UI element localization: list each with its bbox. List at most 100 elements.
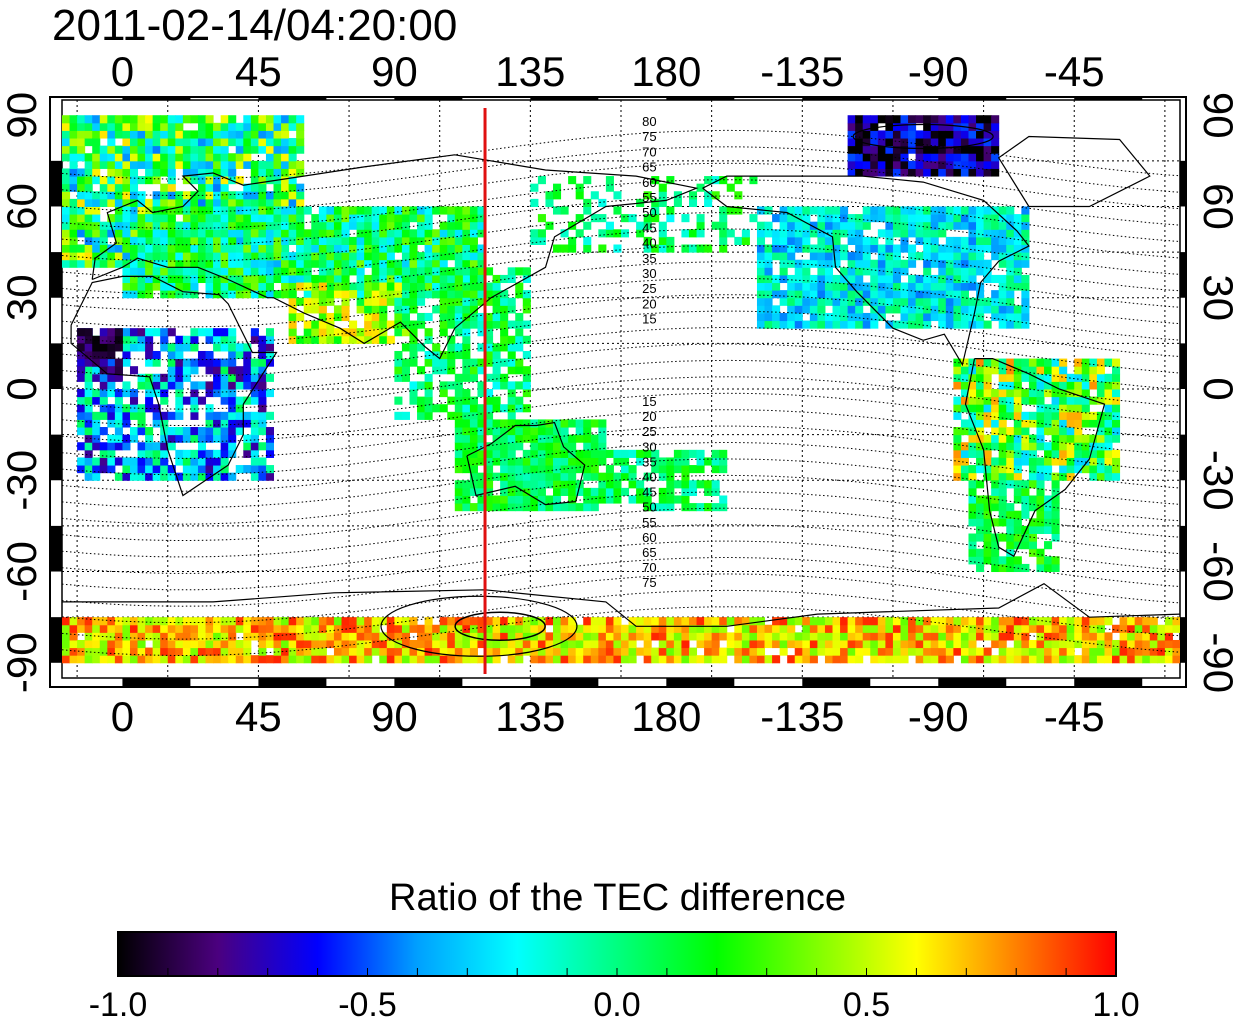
tec-cell <box>817 632 826 641</box>
tec-cell <box>175 373 184 382</box>
tec-cell <box>530 503 539 512</box>
tec-cell <box>349 328 358 337</box>
tec-cell <box>794 305 803 314</box>
tec-cell <box>379 297 388 306</box>
tec-cell <box>69 130 78 139</box>
tec-cell <box>983 396 992 405</box>
tec-cell <box>794 617 803 626</box>
tec-cell <box>976 115 985 124</box>
tec-cell <box>273 130 282 139</box>
tec-cell <box>160 639 169 649</box>
tec-cell <box>62 214 71 223</box>
tec-cell <box>1021 229 1030 238</box>
tec-cell <box>1134 639 1143 649</box>
tec-cell <box>273 647 282 656</box>
tec-cell <box>991 457 1000 466</box>
tec-cell <box>1089 617 1098 626</box>
tec-cell <box>968 138 977 147</box>
tec-cell <box>953 138 962 147</box>
tec-cell <box>500 465 509 474</box>
tec-cell <box>205 198 214 207</box>
tec-cell <box>258 457 267 466</box>
tec-cell <box>62 624 71 633</box>
tec-cell <box>167 153 176 162</box>
tec-cell <box>213 624 222 633</box>
tec-cell <box>243 229 252 238</box>
tec-cell <box>409 389 418 398</box>
tec-cell <box>983 115 992 124</box>
tec-cell <box>129 138 139 147</box>
tec-cell <box>401 221 410 230</box>
tec-cell <box>137 282 146 291</box>
tec-cell <box>122 138 131 147</box>
tec-cell <box>553 427 562 436</box>
tec-cell <box>417 624 426 633</box>
tec-cell <box>401 274 410 284</box>
tec-cell <box>99 632 108 641</box>
tec-cell <box>243 198 252 207</box>
tec-cell <box>938 206 947 215</box>
tec-cell <box>477 639 486 649</box>
tec-cell <box>870 617 879 626</box>
tec-cell <box>243 236 252 245</box>
tec-cell <box>182 214 191 223</box>
tec-cell <box>953 312 962 322</box>
contour-label: 15 <box>642 394 656 409</box>
tec-cell <box>734 176 743 185</box>
tec-cell <box>515 632 524 641</box>
tec-cell <box>197 198 207 207</box>
tec-cell <box>228 130 237 139</box>
tec-cell <box>515 366 524 375</box>
tec-cell <box>1006 411 1015 420</box>
tec-cell <box>250 366 259 375</box>
tec-cell <box>741 655 750 664</box>
tec-cell <box>976 297 985 306</box>
tec-cell <box>62 244 71 253</box>
tec-cell <box>394 411 403 420</box>
tec-cell <box>326 312 335 322</box>
tec-cell <box>1059 389 1068 398</box>
tec-cell <box>568 617 577 626</box>
tec-cell <box>326 267 335 276</box>
tec-cell <box>462 427 471 436</box>
tec-cell <box>228 381 237 390</box>
tec-cell <box>553 183 562 192</box>
tec-cell <box>1013 236 1022 245</box>
tec-cell <box>477 404 486 413</box>
tec-cell <box>976 320 985 329</box>
tec-cell <box>953 168 962 177</box>
tec-cell <box>175 130 184 139</box>
tec-cell <box>855 115 864 124</box>
tec-cell <box>809 274 818 284</box>
tec-cell <box>213 176 222 185</box>
tec-cell <box>976 480 985 489</box>
tec-cell <box>424 358 433 367</box>
tec-cell <box>719 503 728 512</box>
tec-cell <box>960 282 969 291</box>
tec-cell <box>371 624 380 633</box>
tec-cell <box>870 168 879 177</box>
tec-cell <box>379 244 388 253</box>
tec-cell <box>417 396 426 405</box>
tec-cell <box>235 396 244 405</box>
tec-cell <box>696 617 705 626</box>
tec-cell <box>129 639 139 649</box>
tec-cell <box>243 449 252 458</box>
tec-cell <box>439 632 448 641</box>
tec-cell <box>454 282 463 291</box>
tec-cell <box>160 328 169 337</box>
tec-cell <box>394 358 403 367</box>
tec-cell <box>145 221 154 230</box>
tec-cell <box>976 366 985 375</box>
tec-cell <box>802 229 811 238</box>
tec-cell <box>281 244 290 253</box>
tec-cell <box>417 411 426 420</box>
tec-cell <box>1006 305 1015 314</box>
tec-cell <box>1074 465 1083 474</box>
tec-cell <box>643 632 652 641</box>
tec-cell <box>507 457 516 466</box>
tec-cell <box>485 373 494 382</box>
tec-cell <box>840 244 849 253</box>
tec-cell <box>167 655 176 664</box>
tec-cell <box>190 214 199 223</box>
